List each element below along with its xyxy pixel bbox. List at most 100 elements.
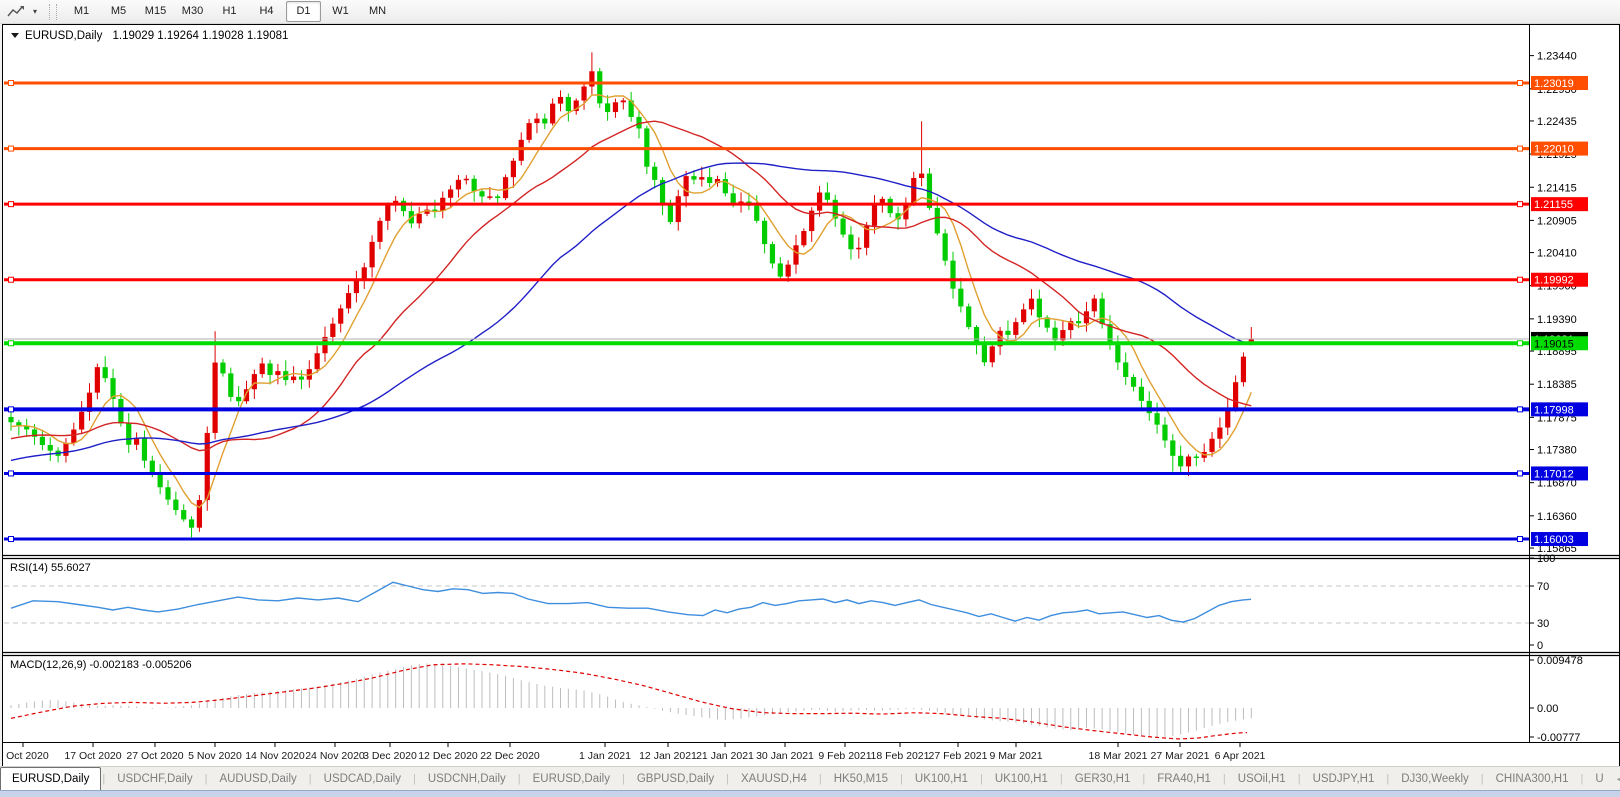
candle: [432, 199, 438, 218]
timeframe-button-m5[interactable]: M5: [110, 5, 127, 17]
candle: [275, 363, 281, 385]
symbol-tab-bar: EURUSD,Daily | USDCHF,Daily | AUDUSD,Daily | U…: [0, 766, 1620, 791]
date-tick-label: 9 Mar 2021: [989, 750, 1042, 762]
candle: [864, 222, 870, 256]
candle: [306, 360, 312, 388]
line-handle-icon[interactable]: [8, 340, 14, 347]
line-handle-icon[interactable]: [1517, 145, 1523, 152]
timeframe-button-h1[interactable]: H1: [222, 5, 237, 17]
candle: [55, 447, 61, 463]
symbol-tab-usdcad-daily[interactable]: USDCAD,Daily: [312, 769, 412, 791]
line-handle-icon[interactable]: [8, 470, 14, 477]
date-tick-label: 17 Oct 2020: [64, 750, 121, 762]
tab-scroll-left-icon[interactable]: ◂: [1617, 769, 1620, 790]
symbol-tab-gbpusd-daily[interactable]: GBPUSD,Daily: [625, 769, 726, 791]
candle: [1240, 352, 1247, 387]
candle: [573, 98, 579, 115]
line-handle-icon[interactable]: [1517, 536, 1523, 543]
chart-title-symbol: EURUSD,Daily: [25, 30, 103, 42]
symbol-tab-usdchf-daily[interactable]: USDCHF,Daily: [106, 769, 204, 791]
line-handle-icon[interactable]: [1517, 340, 1523, 347]
hline-1.17012[interactable]: [4, 470, 1529, 477]
candle: [502, 174, 509, 201]
timeframe-button-m1[interactable]: M1: [73, 5, 90, 17]
date-tick-label: 24 Nov 2020: [305, 750, 365, 762]
price-pane[interactable]: [4, 52, 1529, 543]
candle: [1091, 294, 1097, 318]
hline-1.17998[interactable]: [4, 406, 1529, 413]
symbol-tab-usdjpy-h1[interactable]: USDJPY,H1: [1301, 769, 1386, 791]
line-handle-icon[interactable]: [8, 79, 14, 86]
candle: [1068, 317, 1074, 340]
candle: [141, 430, 148, 469]
symbol-tab-eurusd-daily[interactable]: EURUSD,Daily: [0, 767, 102, 791]
symbol-tab-dj30-weekly[interactable]: DJ30,Weekly: [1390, 769, 1480, 791]
candle: [1052, 320, 1058, 351]
date-tick-label: 27 Oct 2020: [126, 750, 183, 762]
hline-1.22010[interactable]: [4, 145, 1529, 152]
line-handle-icon[interactable]: [8, 406, 14, 413]
symbol-tab-fra40-h1[interactable]: FRA40,H1: [1146, 769, 1222, 791]
line-handle-icon[interactable]: [1517, 79, 1523, 86]
date-axis[interactable]: 8 Oct 2020 17 Oct 2020 27 Oct 2020 5 Nov 20…: [3, 743, 1266, 762]
line-study-icon[interactable]: [3, 2, 29, 21]
line-handle-icon[interactable]: [8, 145, 14, 152]
macd-scale-label: 0.009478: [1537, 655, 1583, 667]
symbol-tab-xauusd-h4[interactable]: XAUUSD,H4: [730, 769, 818, 791]
symbol-tab-eurusd-daily[interactable]: EURUSD,Daily: [521, 769, 621, 791]
candle: [605, 95, 611, 121]
symbol-tab-u[interactable]: U: [1584, 769, 1615, 791]
svg-text:1.17012: 1.17012: [1534, 468, 1574, 480]
hline-1.19992[interactable]: [4, 276, 1529, 283]
candle: [1076, 311, 1082, 329]
price-axis[interactable]: 1.234401.229301.224351.219251.214151.209…: [1529, 51, 1588, 555]
line-handle-icon[interactable]: [8, 276, 14, 283]
hline-1.19015[interactable]: [4, 340, 1529, 347]
symbol-tab-china300-h1[interactable]: CHINA300,H1: [1484, 769, 1580, 791]
chart-window[interactable]: 100 70 30 0 0.009478 0.00 -0.00777 1.23440 1.2…: [2, 24, 1620, 767]
timeframe-button-m15[interactable]: M15: [144, 5, 167, 17]
candle: [534, 113, 540, 134]
timeframe-button-d1[interactable]: D1: [286, 1, 321, 22]
candle: [1005, 320, 1011, 341]
hline-1.23019[interactable]: [4, 79, 1529, 86]
level-axis-label-1.16003: 1.16003: [1531, 532, 1588, 547]
hline-1.21155[interactable]: [4, 201, 1529, 208]
candle: [699, 166, 705, 187]
candle: [824, 182, 830, 206]
timeframe-button-h4[interactable]: H4: [259, 5, 274, 17]
symbol-tab-uk100-h1[interactable]: UK100,H1: [903, 769, 979, 791]
symbol-tab-hk50-m15[interactable]: HK50,M15: [822, 769, 900, 791]
symbol-tab-usdcnh-daily[interactable]: USDCNH,Daily: [416, 769, 517, 791]
svg-text:EURUSD,Daily 1.19029 1: EURUSD,Daily 1.19029 1.19264 1.19028 1.1…: [25, 30, 288, 42]
collapse-triangle-icon[interactable]: [11, 33, 19, 38]
line-handle-icon[interactable]: [1517, 470, 1523, 477]
symbol-tab-ger30-h1[interactable]: GER30,H1: [1063, 769, 1142, 791]
line-handle-icon[interactable]: [1517, 201, 1523, 208]
price-tick-label: 1.18385: [1537, 379, 1577, 391]
candle: [63, 437, 69, 463]
line-handle-icon[interactable]: [1517, 276, 1523, 283]
symbol-tab-audusd-daily[interactable]: AUDUSD,Daily: [208, 769, 308, 791]
macd-pane[interactable]: 0.009478 0.00 -0.00777: [10, 655, 1583, 744]
macd-scale-label: -0.00777: [1537, 732, 1580, 744]
timeframe-button-m30[interactable]: M30: [181, 5, 204, 17]
timeframe-button-mn[interactable]: MN: [368, 5, 387, 17]
line-study-dropdown-caret[interactable]: ▾: [32, 7, 37, 16]
candle: [793, 234, 799, 274]
svg-text:1.17998: 1.17998: [1534, 404, 1574, 416]
candle: [102, 356, 108, 383]
line-handle-icon[interactable]: [8, 536, 14, 543]
line-handle-icon[interactable]: [8, 201, 14, 208]
hline-1.16003[interactable]: [4, 536, 1529, 543]
symbol-tab-uk100-h1[interactable]: UK100,H1: [983, 769, 1059, 791]
line-handle-icon[interactable]: [1517, 406, 1523, 413]
candle: [1225, 399, 1231, 436]
candle: [110, 368, 116, 410]
timeframe-button-w1[interactable]: W1: [332, 5, 349, 17]
symbol-tab-usoil-h1[interactable]: USOil,H1: [1226, 769, 1297, 791]
candle: [636, 111, 642, 139]
price-tick-label: 1.16870: [1537, 478, 1577, 490]
